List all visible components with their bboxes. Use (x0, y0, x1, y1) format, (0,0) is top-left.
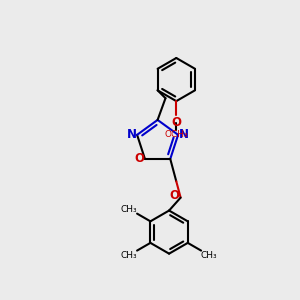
Text: CH₃: CH₃ (121, 251, 137, 260)
Text: N: N (127, 128, 137, 141)
Text: CH₃: CH₃ (201, 251, 218, 260)
Text: O: O (169, 189, 179, 202)
Text: CH₃: CH₃ (121, 205, 137, 214)
Text: O: O (134, 152, 145, 165)
Text: N: N (178, 128, 188, 141)
Text: O: O (171, 116, 181, 129)
Text: OCH₃: OCH₃ (164, 130, 188, 140)
